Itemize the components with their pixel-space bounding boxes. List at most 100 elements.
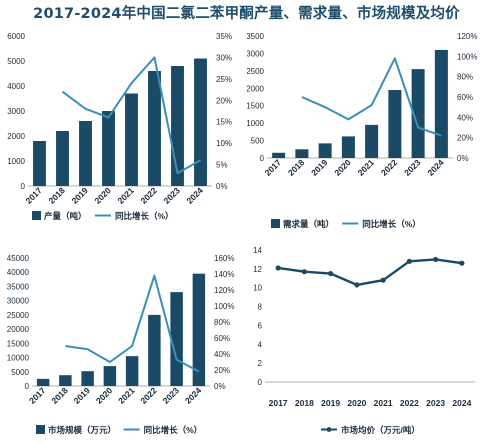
- bar: [318, 143, 332, 158]
- x-tick-label: 2021: [115, 185, 136, 206]
- legend-swatch-bar: [32, 211, 41, 220]
- y-tick-label-right: 0%: [457, 154, 469, 163]
- x-tick-label: 2024: [184, 185, 205, 206]
- x-tick-label: 2023: [161, 185, 182, 206]
- x-tick-label: 2021: [356, 157, 377, 178]
- y-tick-label-left: 1500: [247, 102, 265, 111]
- x-tick-label: 2018: [295, 398, 314, 408]
- x-tick-label: 2023: [426, 398, 445, 408]
- line-point: [406, 258, 412, 264]
- bar: [148, 314, 161, 386]
- line-point: [275, 265, 281, 271]
- x-tick-label: 2018: [49, 385, 70, 406]
- bar: [56, 131, 69, 186]
- y-tick-label-left: 2000: [247, 84, 265, 93]
- x-tick-label: 2023: [402, 157, 423, 178]
- x-tick-label: 2019: [309, 157, 330, 178]
- series-line: [61, 56, 201, 175]
- x-tick-label: 2021: [116, 385, 137, 406]
- y-tick-label-right: 60%: [457, 93, 473, 102]
- y-tick-label-left: 10: [253, 284, 262, 293]
- x-tick-label: 2019: [321, 398, 340, 408]
- series-line: [277, 258, 463, 287]
- y-tick-label-left: 10000: [7, 354, 30, 363]
- y-tick-label-left: 0: [21, 182, 26, 191]
- y-tick-label-left: 20000: [7, 325, 30, 334]
- line-point: [301, 269, 307, 275]
- legend-label: 同比增长（%）: [144, 425, 203, 435]
- y-tick-label-left: 500: [251, 137, 265, 146]
- y-tick-label-left: 2000: [7, 132, 25, 141]
- legend-swatch-point: [326, 427, 332, 432]
- y-tick-label-right: 140%: [214, 270, 234, 279]
- y-tick-label-right: 15%: [216, 118, 232, 127]
- legend-label: 市场均价（万元/吨）: [341, 425, 420, 435]
- y-tick-label-left: 5000: [7, 57, 25, 66]
- x-tick-label: 2017: [27, 385, 48, 406]
- line-point: [433, 256, 439, 263]
- y-tick-label-left: 1000: [247, 119, 265, 128]
- y-tick-label-left: 30000: [7, 297, 30, 306]
- bar: [79, 121, 92, 186]
- x-tick-label: 2020: [347, 398, 366, 408]
- x-tick-label: 2018: [46, 185, 67, 206]
- bar: [272, 152, 286, 158]
- x-tick-label: 2024: [425, 157, 446, 178]
- y-tick-label-left: 45000: [7, 254, 30, 263]
- y-tick-label-right: 0%: [216, 182, 228, 191]
- x-tick-label: 2022: [138, 385, 159, 406]
- x-tick-label: 2017: [263, 157, 284, 178]
- bar: [170, 292, 183, 386]
- y-tick-label-left: 12: [253, 265, 262, 274]
- y-tick-label-right: 80%: [457, 73, 473, 82]
- bar: [434, 49, 448, 158]
- page-title: 2017-2024年中国二氯二苯甲酮产量、需求量、市场规模及均价: [33, 6, 460, 22]
- bar: [59, 375, 72, 386]
- x-tick-label: 2021: [374, 398, 393, 408]
- legend-label: 产量（吨）: [44, 211, 87, 221]
- x-tick-label: 2020: [332, 157, 353, 178]
- series-line: [65, 274, 200, 373]
- y-tick-label-right: 120%: [214, 286, 234, 295]
- line-point: [354, 282, 360, 288]
- demand-chart: 0 500 1000 1500 2000 2500 3000 3500 0% 20% 40% 60% 8…: [247, 32, 477, 229]
- y-tick-label-left: 3000: [247, 49, 265, 58]
- y-tick-label-right: 10%: [216, 139, 232, 148]
- x-tick-label: 2024: [452, 398, 471, 408]
- x-tick-label: 2020: [94, 385, 115, 406]
- y-tick-label-left: 25000: [7, 311, 30, 320]
- x-tick-label: 2019: [72, 385, 93, 406]
- y-tick-label-left: 2: [258, 359, 263, 368]
- x-tick-label: 2024: [183, 385, 204, 406]
- bar: [102, 111, 115, 186]
- y-tick-label-right: 160%: [214, 254, 234, 263]
- x-tick-label: 2022: [400, 398, 419, 408]
- y-tick-label-right: 40%: [457, 113, 473, 122]
- legend-label: 同比增长（%）: [362, 219, 421, 229]
- bar: [192, 273, 206, 386]
- y-tick-label-right: 5%: [216, 161, 228, 170]
- line-point: [380, 277, 386, 283]
- legend-label: 市场规模（万元）: [48, 425, 116, 435]
- y-tick-label-right: 120%: [457, 32, 477, 41]
- y-tick-label-right: 20%: [214, 366, 230, 375]
- x-tick-label: 2022: [379, 157, 400, 178]
- y-tick-label-right: 20%: [457, 134, 473, 143]
- y-tick-label-left: 40000: [7, 268, 30, 277]
- x-tick-label: 2017: [269, 398, 288, 408]
- y-tick-label-left: 15000: [7, 339, 30, 348]
- x-tick-label: 2018: [286, 157, 307, 178]
- x-tick-label: 2017: [23, 185, 44, 206]
- production-chart: 0 1000 2000 3000 4000 5000 6000 0% 5% 10% 15% 20% 25…: [7, 32, 232, 221]
- y-tick-label-right: 20%: [216, 96, 232, 105]
- bar: [194, 58, 207, 186]
- y-tick-label-left: 1000: [7, 157, 25, 166]
- y-tick-label-left: 3500: [247, 32, 265, 41]
- bar: [171, 66, 184, 186]
- y-tick-label-right: 100%: [457, 52, 477, 61]
- y-tick-label-left: 0: [25, 382, 30, 391]
- y-tick-label-right: 30%: [216, 53, 232, 62]
- bar: [295, 149, 309, 158]
- y-tick-label-left: 5000: [11, 368, 29, 377]
- x-tick-label: 2019: [69, 185, 90, 206]
